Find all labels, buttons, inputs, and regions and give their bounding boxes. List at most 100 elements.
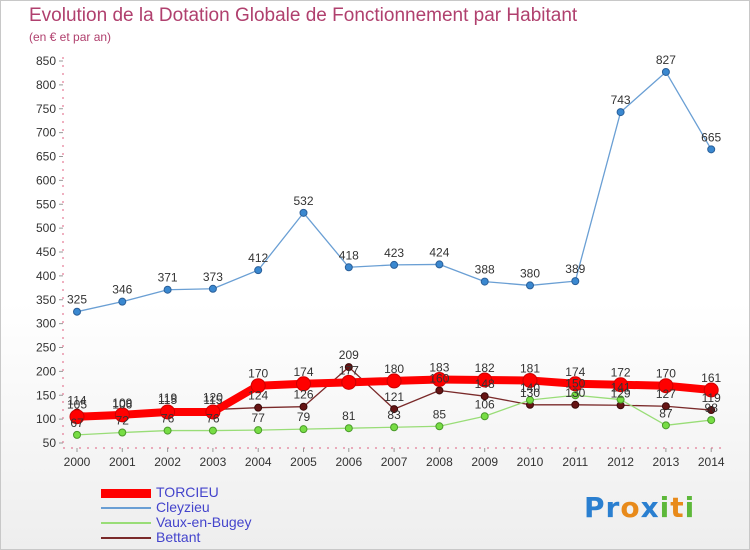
y-tick-label: 550 [36,197,56,211]
data-point-torcieu [341,374,357,390]
x-tick-label: 2012 [607,455,634,469]
data-label-vaux-en-bugey: 85 [433,407,447,421]
y-tick-label: 100 [36,412,56,426]
data-point-vaux-en-bugey [390,423,399,432]
data-point-torcieu [477,372,493,388]
data-label-bettant: 130 [520,386,540,400]
y-tick-label: 350 [36,293,56,307]
data-point-cleyzieu [254,266,263,275]
data-point-bettant [571,400,580,409]
data-label-vaux-en-bugey: 141 [611,381,631,395]
data-label-torcieu: 182 [475,361,495,375]
data-label-cleyzieu: 389 [565,262,585,276]
legend-swatch [101,522,151,524]
data-label-cleyzieu: 665 [701,130,721,144]
data-label-cleyzieu: 532 [293,194,313,208]
data-point-vaux-en-bugey [208,426,217,435]
y-tick-label: 200 [36,364,56,378]
data-point-vaux-en-bugey [344,424,353,433]
data-label-torcieu: 170 [248,367,268,381]
data-point-bettant [254,403,263,412]
data-point-torcieu [205,404,221,420]
data-point-vaux-en-bugey [163,426,172,435]
data-point-torcieu [522,372,538,388]
data-point-bettant [661,402,670,411]
data-label-vaux-en-bugey: 72 [116,413,130,427]
x-tick-label: 2002 [154,455,181,469]
data-point-cleyzieu [616,108,625,117]
data-point-bettant [390,405,399,414]
series-layer [69,67,719,439]
data-label-bettant: 114 [67,393,86,407]
data-point-cleyzieu [344,263,353,272]
y-tick-label: 150 [36,388,56,402]
legend-swatch [101,507,151,509]
data-point-bettant [480,392,489,401]
data-label-cleyzieu: 388 [475,263,495,277]
data-label-torcieu: 115 [203,393,222,407]
data-point-vaux-en-bugey [707,416,716,425]
y-tick-label: 50 [43,436,57,450]
data-point-bettant [435,386,444,395]
data-label-torcieu: 180 [384,362,404,376]
x-tick-label: 2003 [200,455,227,469]
data-label-bettant: 121 [384,390,404,404]
legend-swatch [101,488,151,498]
x-tick-label: 2014 [698,455,725,469]
data-point-torcieu [250,378,266,394]
data-label-cleyzieu: 424 [429,245,449,259]
data-point-cleyzieu [526,281,534,290]
data-label-vaux-en-bugey: 81 [342,409,356,423]
data-point-torcieu [386,373,402,389]
legend-swatch [101,537,151,539]
legend-label: Cleyzieu [156,499,210,515]
data-label-bettant: 129 [611,386,631,400]
y-tick-label: 700 [36,126,56,140]
data-point-cleyzieu [73,307,81,316]
data-label-bettant: 160 [429,371,449,385]
y-tick-label: 300 [36,317,56,331]
data-point-vaux-en-bugey [661,421,670,430]
data-label-bettant: 130 [565,386,585,400]
x-tick-label: 2004 [245,455,272,469]
y-tick-label: 400 [36,269,56,283]
y-tick-label: 800 [36,78,56,92]
chart-subtitle: (en € et par an) [29,30,112,44]
data-point-vaux-en-bugey [571,391,580,400]
data-label-vaux-en-bugey: 76 [161,412,175,426]
legend-label: Vaux-en-Bugey [156,514,252,530]
chart-title: Evolution de la Dotation Globale de Fonc… [29,5,578,26]
data-point-torcieu [703,382,719,398]
data-point-cleyzieu [571,277,580,286]
x-tick-label: 2006 [335,455,362,469]
data-label-vaux-en-bugey: 87 [659,406,673,420]
data-point-vaux-en-bugey [616,395,625,404]
data-label-bettant: 119 [702,391,721,405]
y-tick-label: 750 [36,102,56,116]
legend-label: Bettant [156,529,201,545]
data-label-torcieu: 172 [611,366,631,380]
data-point-cleyzieu [707,145,716,154]
data-point-torcieu [114,407,130,423]
data-label-torcieu: 105 [67,398,87,412]
data-label-cleyzieu: 373 [203,270,223,284]
y-tick-label: 250 [36,341,56,355]
x-tick-label: 2001 [109,455,136,469]
data-label-bettant: 127 [656,387,676,401]
data-label-torcieu: 161 [701,371,721,385]
data-point-vaux-en-bugey [480,412,489,421]
data-label-bettant: 124 [248,389,268,403]
data-label-cleyzieu: 412 [248,251,268,265]
data-label-torcieu: 181 [520,361,540,375]
data-label-layer: 325 346 371 373 412 532 418 423 424 388 380 389 743 8… [67,53,722,430]
proxiti-logo: Proxiti [584,491,696,524]
data-label-cleyzieu: 346 [112,283,132,297]
data-point-bettant [299,402,308,411]
data-point-bettant [344,363,353,372]
data-label-vaux-en-bugey: 140 [520,381,540,395]
x-tick-label: 2011 [562,455,588,469]
data-label-vaux-en-bugey: 150 [565,376,585,390]
y-tick-label: 500 [36,221,56,235]
